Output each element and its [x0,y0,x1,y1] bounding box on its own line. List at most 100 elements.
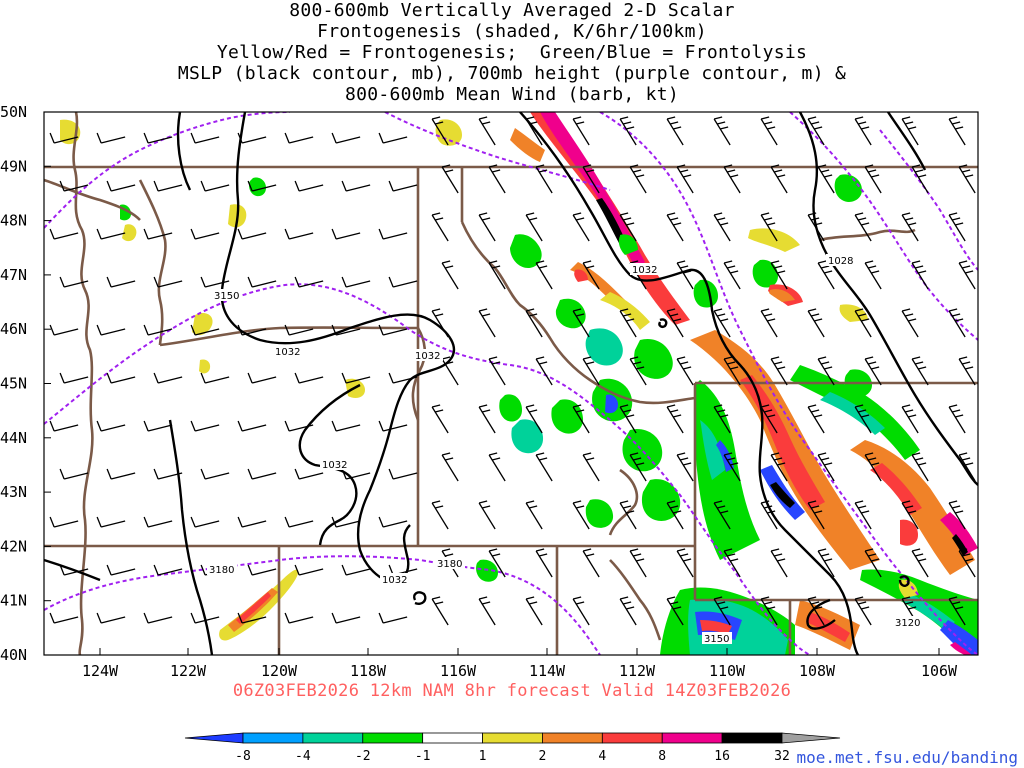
wind-barb [237,324,267,336]
wind-barb [441,452,459,482]
wind-barb [488,356,506,386]
title-line-1: 800-600mb Vertically Averaged 2-D Scalar [289,0,735,21]
colorbar-label: 8 [658,749,666,764]
wind-barb [817,548,835,578]
colorbar-segment [781,732,841,744]
wind-barb [294,372,324,384]
wind-barb [629,452,647,482]
wind-barb [619,116,637,146]
colorbar-label: -1 [415,749,431,764]
wind-barb [153,372,183,384]
wind-barb [854,500,872,530]
wind-barb [341,372,371,384]
latitude-label: 41N [0,592,27,610]
wind-barb [488,164,506,194]
wind-barb [948,500,966,530]
wind-barb [431,212,449,242]
wind-barb [106,276,136,288]
wind-barb [284,132,314,144]
wind-barb [488,548,506,578]
wind-barb [666,596,684,626]
wind-barb [431,596,449,626]
wind-barb [525,596,543,626]
wind-barb [901,500,919,530]
wind-barb [535,260,553,290]
wind-barb [525,500,543,530]
wind-barb [59,564,89,576]
wind-barb [59,468,89,480]
wind-barb [864,548,882,578]
credit-url[interactable]: moe.met.fsu.edu/banding [796,748,1018,767]
wind-barb [864,452,882,482]
wind-barb [901,212,919,242]
wind-barb [629,356,647,386]
wind-barb [817,356,835,386]
wind-barb [143,516,173,528]
longitude-label: 108W [799,662,836,680]
wind-barb [237,516,267,528]
wind-barb [341,468,371,480]
wind-barb [723,452,741,482]
wind-barb [807,500,825,530]
wind-barb [572,596,590,626]
wind-barb [49,516,79,528]
colorbar-segment [184,732,244,744]
wind-barb [948,116,966,146]
wind-barb [237,132,267,144]
wind-barb [666,404,684,434]
wind-barb [247,276,277,288]
longitude-label: 106W [921,662,958,680]
wind-barb [478,308,496,338]
wind-barb [572,116,590,146]
longitude-label: 110W [709,662,746,680]
wind-barb [378,228,408,240]
wind-barb [294,468,324,480]
wind-barb [237,420,267,432]
wind-barb [619,404,637,434]
wind-barb [713,308,731,338]
wind-barb [770,260,788,290]
wind-barb [572,404,590,434]
wind-barb [96,420,126,432]
wind-barb [49,132,79,144]
wind-barb [713,116,731,146]
wind-barb [958,548,976,578]
wind-barb [619,212,637,242]
wind-barb [106,468,136,480]
colorbar-label: -2 [355,749,371,764]
wind-barb [49,228,79,240]
wind-barb [106,564,136,576]
wind-barb [948,596,966,626]
wind-barb [582,548,600,578]
wind-barb [619,500,637,530]
wind-barb [143,612,173,624]
wind-barb [341,276,371,288]
wind-barb [901,308,919,338]
wind-barb [864,164,882,194]
contour-labels: 1032 1032 1032 1032 1032 1028 3150 3180 … [207,254,923,645]
wind-barb [153,564,183,576]
wind-barb [807,212,825,242]
wind-barb [96,324,126,336]
wind-barb [619,308,637,338]
wind-barb [59,180,89,192]
colorbar-label: 2 [539,749,547,764]
wind-barb [388,276,418,288]
wind-barb [96,228,126,240]
wind-barb [723,356,741,386]
wind-barb [807,404,825,434]
wind-barb [478,596,496,626]
wind-barb [200,276,230,288]
wind-barb [59,276,89,288]
wind-barb [770,548,788,578]
wind-barb [294,276,324,288]
wind-barb [431,116,449,146]
wind-barb [525,404,543,434]
latitude-label: 47N [0,266,27,284]
wind-barb [713,212,731,242]
wind-barb [331,516,361,528]
wind-barb [247,180,277,192]
wind-barb [388,180,418,192]
forecast-valid-caption: 06Z03FEB2026 12km NAM 8hr forecast Valid… [232,681,792,701]
wind-barb [488,260,506,290]
